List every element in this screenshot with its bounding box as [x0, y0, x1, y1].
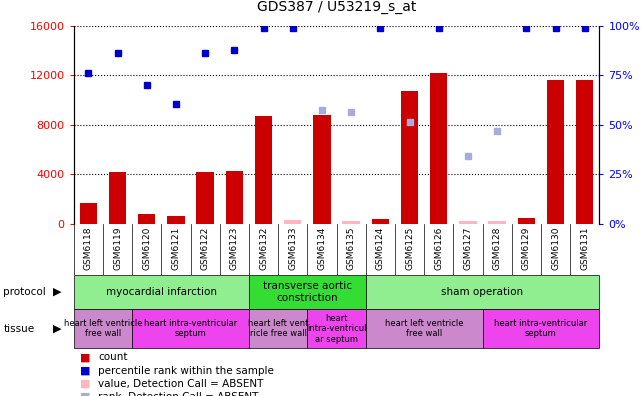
Text: GSM6118: GSM6118	[84, 227, 93, 270]
Bar	[109, 172, 126, 224]
Text: GSM6123: GSM6123	[230, 227, 239, 270]
Text: GSM6135: GSM6135	[347, 227, 356, 270]
Bar	[313, 115, 331, 224]
Text: GSM6120: GSM6120	[142, 227, 151, 270]
Text: heart intra-ventricular
septum: heart intra-ventricular septum	[494, 319, 588, 338]
Text: GSM6128: GSM6128	[493, 227, 502, 270]
Bar	[430, 73, 447, 224]
Bar	[576, 80, 594, 224]
Bar	[226, 171, 243, 224]
Text: GSM6122: GSM6122	[201, 227, 210, 270]
Text: GDS387 / U53219_s_at: GDS387 / U53219_s_at	[257, 0, 416, 14]
Text: ■: ■	[80, 379, 90, 388]
Text: heart left ventricle
free wall: heart left ventricle free wall	[63, 319, 142, 338]
Bar	[401, 91, 419, 224]
Text: GSM6132: GSM6132	[259, 227, 268, 270]
Text: GSM6119: GSM6119	[113, 227, 122, 270]
Bar	[459, 221, 477, 224]
Bar	[138, 214, 156, 224]
Text: heart intra-ventricular
septum: heart intra-ventricular septum	[144, 319, 237, 338]
Text: sham operation: sham operation	[442, 287, 524, 297]
Text: rank, Detection Call = ABSENT: rank, Detection Call = ABSENT	[98, 392, 258, 396]
Bar	[167, 216, 185, 224]
Text: ■: ■	[80, 366, 90, 375]
Bar	[284, 220, 301, 224]
Bar	[517, 217, 535, 224]
Text: GSM6126: GSM6126	[434, 227, 443, 270]
Bar	[254, 116, 272, 224]
Text: count: count	[98, 352, 128, 362]
Text: tissue: tissue	[3, 324, 35, 334]
Bar	[79, 203, 97, 224]
Text: GSM6133: GSM6133	[288, 227, 297, 270]
Text: GSM6121: GSM6121	[171, 227, 180, 270]
Text: GSM6134: GSM6134	[317, 227, 326, 270]
Text: ▶: ▶	[53, 324, 62, 334]
Bar	[196, 172, 214, 224]
Text: myocardial infarction: myocardial infarction	[106, 287, 217, 297]
Text: heart left vent
ricle free wall: heart left vent ricle free wall	[248, 319, 308, 338]
Text: transverse aortic
constriction: transverse aortic constriction	[263, 281, 352, 303]
Text: GSM6127: GSM6127	[463, 227, 472, 270]
Text: GSM6129: GSM6129	[522, 227, 531, 270]
Bar	[372, 219, 389, 224]
Text: percentile rank within the sample: percentile rank within the sample	[98, 366, 274, 375]
Text: heart
intra-ventricul
ar septum: heart intra-ventricul ar septum	[307, 314, 366, 344]
Bar	[488, 221, 506, 224]
Text: GSM6130: GSM6130	[551, 227, 560, 270]
Text: ▶: ▶	[53, 287, 62, 297]
Text: GSM6125: GSM6125	[405, 227, 414, 270]
Bar	[342, 221, 360, 224]
Text: ■: ■	[80, 352, 90, 362]
Text: heart left ventricle
free wall: heart left ventricle free wall	[385, 319, 463, 338]
Text: GSM6124: GSM6124	[376, 227, 385, 270]
Bar	[547, 80, 564, 224]
Text: value, Detection Call = ABSENT: value, Detection Call = ABSENT	[98, 379, 263, 388]
Text: protocol: protocol	[3, 287, 46, 297]
Text: GSM6131: GSM6131	[580, 227, 589, 270]
Text: ■: ■	[80, 392, 90, 396]
